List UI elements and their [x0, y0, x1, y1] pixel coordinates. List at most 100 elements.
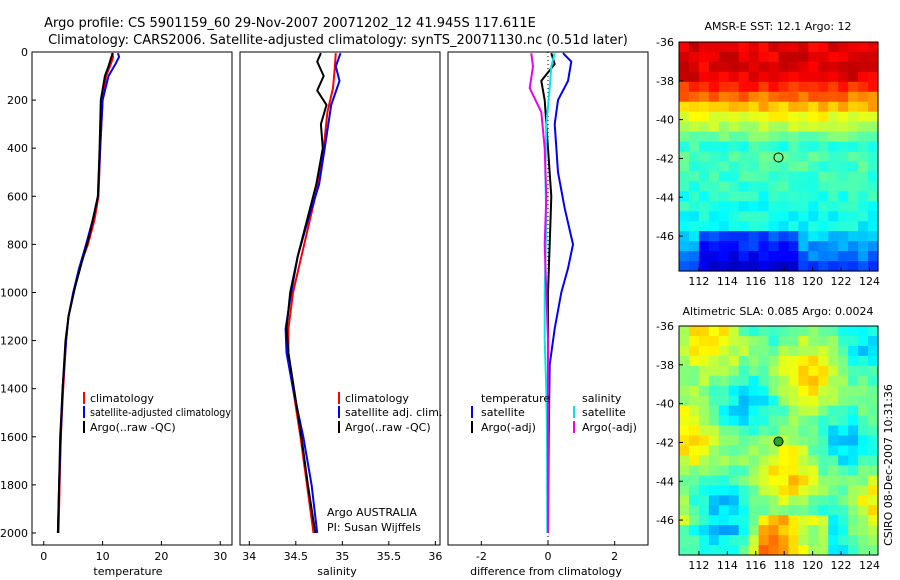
- altimetric-sla-map-cell: [768, 515, 780, 526]
- amsr-e-sst-map-cell: [718, 61, 730, 73]
- amsr-e-sst-map-cell: [798, 231, 809, 242]
- amsr-e-sst-map-cell: [738, 42, 750, 53]
- amsr-e-sst-map-cell: [838, 211, 849, 222]
- altimetric-sla-map-cell: [738, 395, 750, 407]
- amsr-e-sst-map-cell: [828, 221, 839, 232]
- difference-profile-series-3: [528, 53, 549, 533]
- altimetric-sla-map-cell: [868, 505, 879, 516]
- amsr-e-sst-map-cell: [778, 141, 790, 153]
- altimetric-sla-map-cell: [688, 335, 700, 347]
- amsr-e-sst-map-cell: [788, 111, 799, 123]
- altimetric-sla-map-cell: [748, 415, 760, 427]
- altimetric-sla-map-cell: [868, 375, 879, 387]
- amsr-e-sst-map-cell: [758, 81, 770, 93]
- amsr-e-sst-map-cell: [818, 171, 829, 182]
- altimetric-sla-map-cell: [718, 475, 730, 486]
- altimetric-sla-map-cell: [798, 435, 809, 447]
- amsr-e-sst-map-cell: [788, 51, 799, 63]
- amsr-e-sst-map-cell: [858, 161, 869, 173]
- altimetric-sla-map-cell: [808, 355, 819, 367]
- altimetric-sla-map-cell: [728, 535, 740, 546]
- amsr-e-sst-map-cell: [748, 71, 760, 83]
- amsr-e-sst-map-cell: [818, 131, 829, 143]
- altimetric-sla-map-cell: [828, 525, 839, 536]
- altimetric-sla-map-cell: [808, 345, 819, 357]
- altimetric-sla-map-cell: [808, 335, 819, 347]
- amsr-e-sst-map-cell: [718, 261, 730, 272]
- salinity-legend: climatology satellite adj. clim. Argo(..…: [338, 392, 442, 434]
- amsr-e-sst-map-cell: [748, 111, 760, 123]
- altimetric-sla-map-cell: [858, 425, 869, 437]
- altimetric-sla-map-cell: [688, 415, 700, 427]
- amsr-e-sst-map-cell: [788, 211, 799, 222]
- salinity-profile-xtick-label-3: 35.5: [377, 550, 402, 563]
- altimetric-sla-map-cell: [828, 435, 839, 447]
- altimetric-sla-map-cell: [728, 365, 740, 377]
- amsr-e-sst-map-cell: [679, 231, 690, 242]
- amsr-e-sst-map-cell: [679, 261, 690, 272]
- altimetric-sla-map-cell: [758, 495, 770, 506]
- altimetric-sla-map-cell: [728, 355, 740, 367]
- amsr-e-sst-map-cell: [738, 181, 750, 192]
- altimetric-sla-map-cell: [828, 455, 839, 466]
- altimetric-sla-map-cell: [838, 405, 849, 417]
- amsr-e-sst-map-cell: [718, 241, 730, 252]
- amsr-e-sst-map-cell: [708, 201, 720, 212]
- amsr-e-sst-map-cell: [728, 141, 740, 153]
- amsr-e-sst-map-cell: [808, 241, 819, 252]
- altimetric-sla-map-cell: [868, 425, 879, 437]
- amsr-e-sst-map-cell: [818, 151, 829, 163]
- altimetric-sla-map-cell: [848, 445, 859, 457]
- altimetric-sla-map-cell: [708, 425, 720, 437]
- altimetric-sla-map-cell: [838, 535, 849, 546]
- legend-temperature-title: temperature: [481, 392, 550, 405]
- depth-tick-label-0: 0: [21, 46, 28, 59]
- altimetric-sla-map-cell: [818, 475, 829, 486]
- amsr-e-sst-map-cell: [688, 81, 700, 93]
- altimetric-sla-map-cell: [688, 455, 700, 466]
- altimetric-sla-map-cell: [818, 375, 829, 387]
- amsr-e-sst-map-cell: [848, 141, 859, 153]
- altimetric-sla-map-cell: [828, 545, 839, 556]
- amsr-e-sst-map-cell: [828, 91, 839, 103]
- amsr-e-sst-map-cell: [808, 101, 819, 113]
- altimetric-sla-map-cell: [679, 495, 690, 506]
- amsr-e-sst-map-cell: [808, 221, 819, 232]
- altimetric-sla-map-cell: [718, 385, 730, 397]
- amsr-e-sst-map-cell: [808, 151, 819, 163]
- amsr-e-sst-map-cell: [728, 51, 740, 63]
- amsr-e-sst-map-cell: [788, 81, 799, 93]
- altimetric-sla-map-cell: [818, 355, 829, 367]
- amsr-e-sst-map-cell: [858, 191, 869, 202]
- altimetric-sla-map-cell: [788, 435, 799, 447]
- amsr-e-sst-map-cell: [828, 171, 839, 182]
- amsr-e-sst-map-cell: [828, 261, 839, 272]
- altimetric-sla-map-cell: [698, 335, 710, 347]
- amsr-e-sst-map-cell: [688, 251, 700, 262]
- amsr-e-sst-map-cell: [858, 81, 869, 93]
- amsr-e-sst-map-cell: [768, 91, 780, 103]
- amsr-e-sst-map-cell: [788, 171, 799, 182]
- altimetric-sla-map-cell: [738, 545, 750, 556]
- altimetric-sla-map-cell: [698, 445, 710, 457]
- altimetric-sla-map-cell: [688, 385, 700, 397]
- altimetric-sla-map-cell: [679, 445, 690, 457]
- altimetric-sla-map-cell: [788, 375, 799, 387]
- amsr-e-sst-map-cell: [708, 211, 720, 222]
- altimetric-sla-map-cell: [858, 435, 869, 447]
- amsr-e-sst-map-cell: [708, 161, 720, 173]
- altimetric-sla-map-cell: [748, 345, 760, 357]
- amsr-e-sst-map-cell: [798, 251, 809, 262]
- amsr-e-sst-map-cell: [828, 191, 839, 202]
- amsr-e-sst-map-cell: [788, 191, 799, 202]
- altimetric-sla-map-cell: [808, 385, 819, 397]
- sla-heatmap: [679, 326, 879, 556]
- altimetric-sla-map-cell: [838, 435, 849, 447]
- amsr-e-sst-map-cell: [838, 261, 849, 272]
- altimetric-sla-map-cell: [788, 535, 799, 546]
- amsr-e-sst-map-cell: [698, 251, 710, 262]
- amsr-e-sst-map-cell: [728, 181, 740, 192]
- amsr-e-sst-map-cell: [728, 91, 740, 103]
- altimetric-sla-map-cell: [858, 345, 869, 357]
- amsr-e-sst-map-xtick-label-3: 118: [774, 275, 795, 288]
